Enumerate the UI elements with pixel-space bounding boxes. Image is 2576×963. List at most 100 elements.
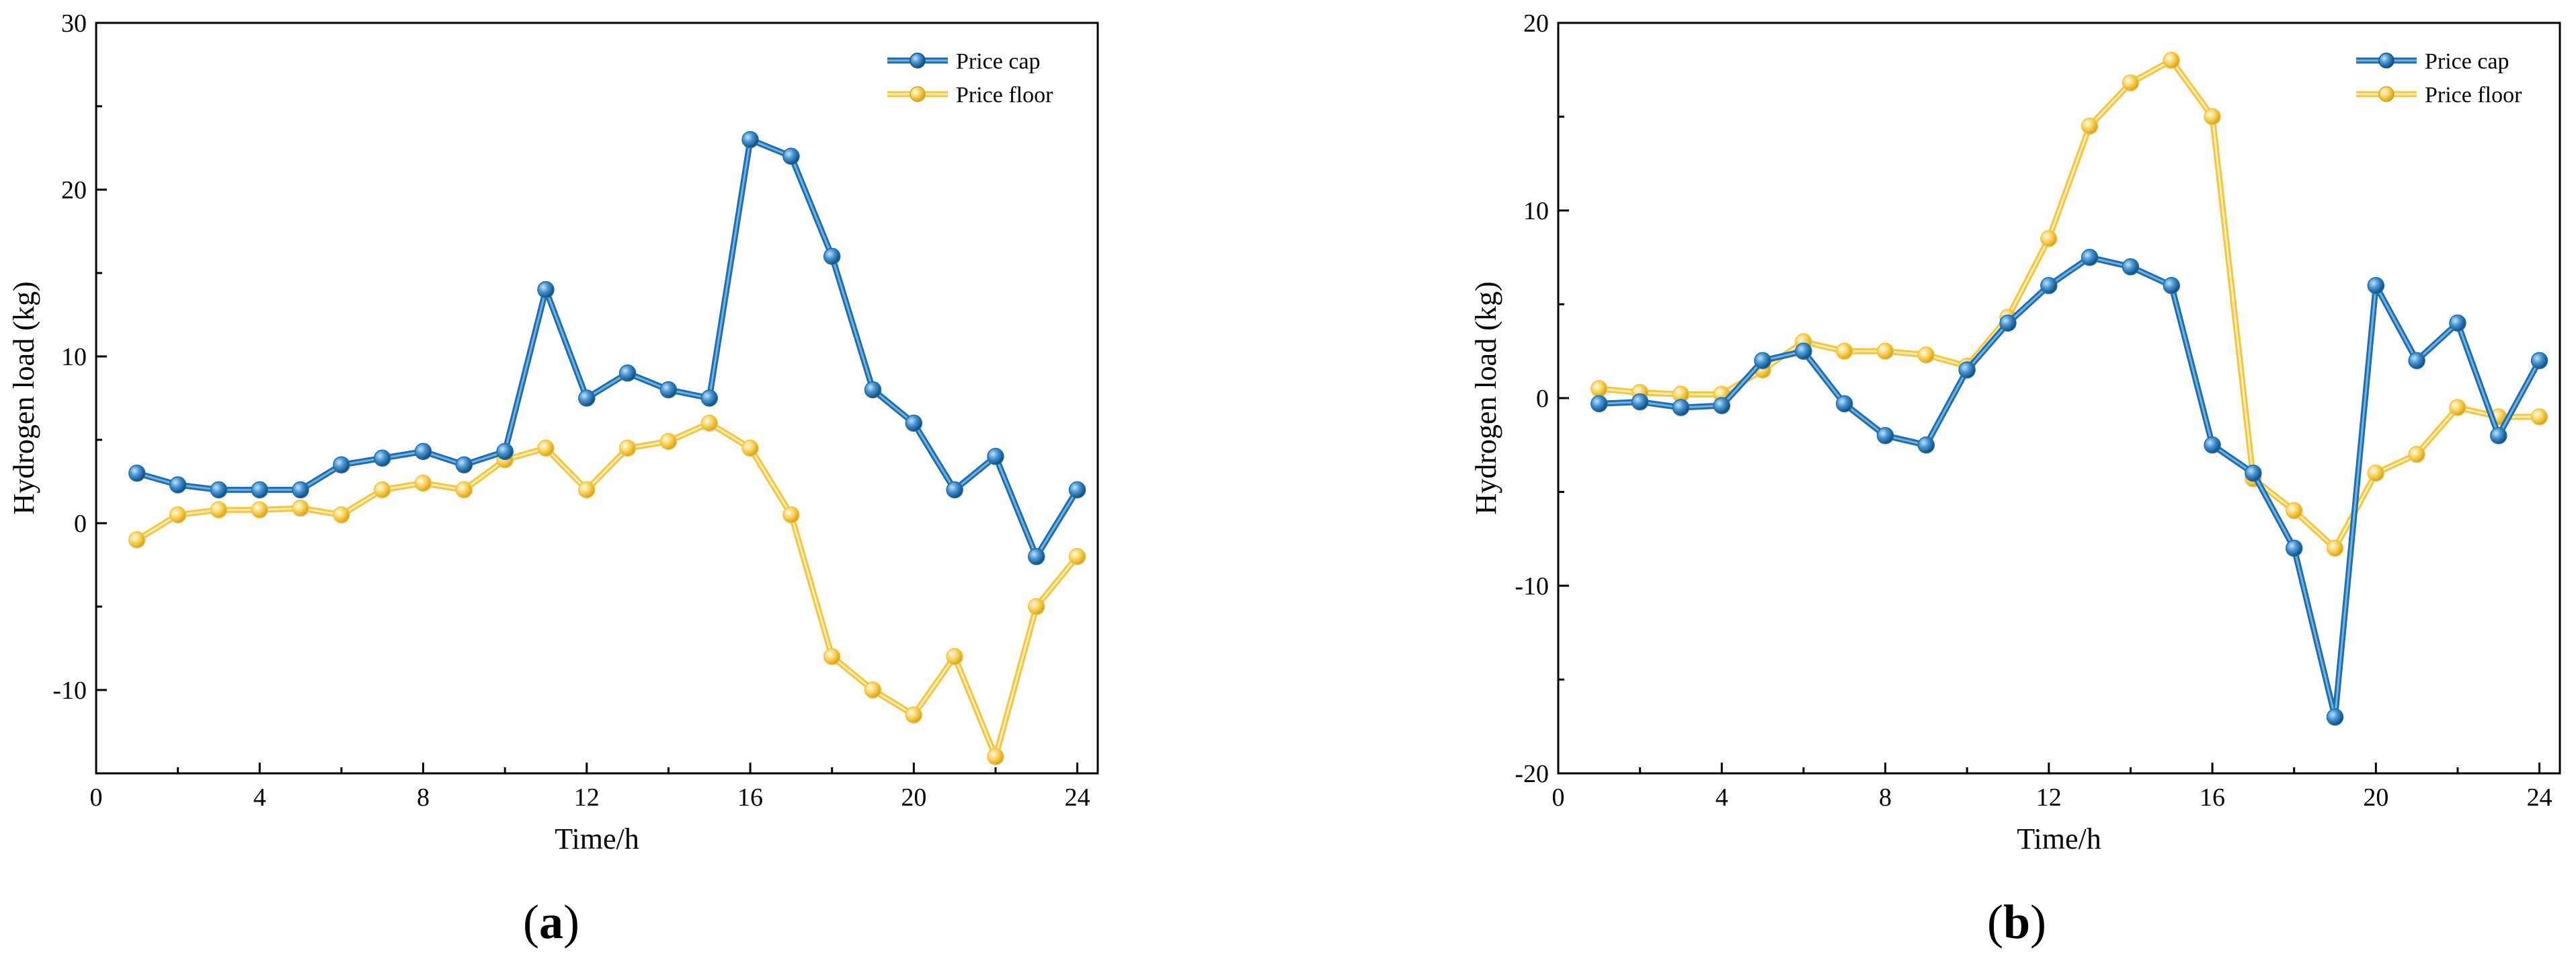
data-point-price-cap (2367, 276, 2385, 295)
legend-label-price-floor: Price floor (956, 83, 1053, 108)
data-point-price-floor (2204, 108, 2221, 126)
data-point-price-floor (946, 648, 963, 666)
data-point-price-cap (2285, 539, 2303, 557)
data-point-price-cap (1876, 427, 1894, 445)
data-point-price-cap (414, 442, 432, 461)
legend-label-price-cap: Price cap (2425, 49, 2509, 74)
data-point-price-floor (333, 506, 350, 524)
data-point-price-cap (373, 449, 391, 467)
series-line-highlight-price-cap (1599, 256, 2540, 718)
data-point-price-cap (1754, 352, 1771, 369)
data-point-price-floor (292, 499, 309, 517)
data-point-price-cap (2326, 708, 2344, 726)
data-point-price-floor (1835, 342, 1853, 360)
data-point-price-cap (2204, 436, 2221, 454)
x-tick-label: 4 (253, 783, 266, 812)
data-point-price-cap (700, 389, 718, 407)
data-point-price-floor (2081, 117, 2099, 135)
data-point-price-floor (741, 439, 759, 457)
data-point-price-cap (292, 481, 309, 499)
data-point-price-floor (700, 414, 718, 432)
data-point-price-cap (1713, 397, 1731, 414)
legend-marker-price-floor (910, 86, 926, 102)
data-point-price-cap (455, 456, 473, 473)
data-point-price-floor (455, 481, 473, 499)
data-point-price-cap (1917, 436, 1935, 454)
x-axis-label: Time/h (2017, 822, 2101, 855)
data-point-price-cap (2163, 276, 2180, 295)
data-point-price-floor (578, 481, 596, 499)
y-axis-label: Hydrogen load (kg) (7, 281, 40, 514)
y-tick-label: 0 (1536, 385, 1549, 413)
x-tick-label: 12 (574, 783, 600, 812)
data-point-price-floor (169, 506, 187, 524)
legend-label-price-floor: Price floor (2425, 83, 2522, 108)
legend-marker-price-cap (910, 52, 926, 69)
y-tick-label: -20 (1515, 760, 1549, 788)
x-tick-label: 12 (2036, 783, 2062, 812)
data-point-price-cap (1835, 395, 1853, 413)
series-line-price-floor (135, 420, 1080, 760)
data-point-price-cap (169, 476, 187, 494)
legend-marker-price-cap (2378, 52, 2394, 69)
data-point-price-floor (1591, 380, 1608, 397)
x-tick-label: 16 (737, 783, 763, 812)
y-tick-label: 20 (61, 176, 87, 204)
data-point-price-floor (782, 506, 800, 524)
data-point-price-cap (1631, 393, 1649, 411)
data-point-price-floor (2530, 408, 2548, 426)
data-point-price-cap (333, 456, 350, 473)
data-point-price-floor (210, 501, 228, 518)
data-point-price-floor (414, 474, 432, 492)
data-point-price-cap (251, 481, 269, 499)
series-line-price-cap (136, 137, 1080, 560)
data-point-price-cap (1068, 481, 1086, 499)
x-tick-label: 24 (1065, 783, 1090, 812)
y-tick-label: -10 (1515, 572, 1549, 601)
data-point-price-floor (128, 531, 146, 549)
panel-label-a: (a) (523, 895, 579, 949)
data-point-price-cap (210, 481, 228, 499)
plot-frame (1557, 22, 2561, 775)
data-point-price-cap (496, 442, 514, 461)
data-point-price-cap (823, 247, 841, 265)
x-tick-label: 20 (2363, 783, 2388, 812)
data-point-price-cap (1958, 361, 1976, 379)
data-point-price-cap (864, 381, 882, 399)
data-point-price-floor (823, 648, 841, 666)
data-point-price-floor (2367, 464, 2385, 482)
data-point-price-floor (864, 681, 882, 699)
x-tick-label: 0 (90, 783, 103, 812)
ticks-group: 0 4 8 12 16 20 24 -20 -10 0 10 20 (1515, 9, 2552, 812)
data-point-price-floor (1028, 598, 1045, 615)
data-point-price-cap (659, 381, 678, 399)
data-point-price-cap (128, 464, 146, 482)
plot-frame (95, 22, 1099, 775)
data-point-price-cap (1795, 342, 1812, 360)
series-line-highlight-price-floor (1599, 59, 2540, 549)
data-point-price-cap (741, 130, 759, 149)
data-point-price-floor (1917, 346, 1935, 364)
y-tick-label: 10 (1523, 197, 1549, 225)
x-tick-label: 16 (2200, 783, 2225, 812)
data-point-price-floor (2449, 399, 2466, 416)
data-point-price-cap (782, 147, 800, 165)
data-point-price-cap (2408, 352, 2425, 369)
data-point-price-cap (2040, 276, 2058, 295)
data-point-price-cap (905, 414, 923, 432)
series-group (128, 130, 1086, 765)
legend-marker-price-floor (2378, 86, 2394, 102)
panel-label-b: (b) (1987, 895, 2046, 949)
data-point-price-cap (1999, 314, 2017, 332)
data-point-price-floor (1876, 342, 1894, 360)
legend: Price cap Price floor (887, 49, 1053, 108)
series-group (1591, 52, 2548, 726)
data-point-price-floor (2040, 230, 2058, 247)
legend-label-price-cap: Price cap (956, 49, 1041, 74)
data-point-price-floor (2122, 74, 2140, 92)
data-point-price-cap (1028, 547, 1045, 566)
y-axis-label: Hydrogen load (kg) (1470, 281, 1502, 514)
chart-panel-a: 0 4 8 12 16 20 24 -10 0 10 20 30 Time/h Hydrogen lo… (7, 9, 1099, 949)
data-point-price-floor (659, 432, 678, 451)
